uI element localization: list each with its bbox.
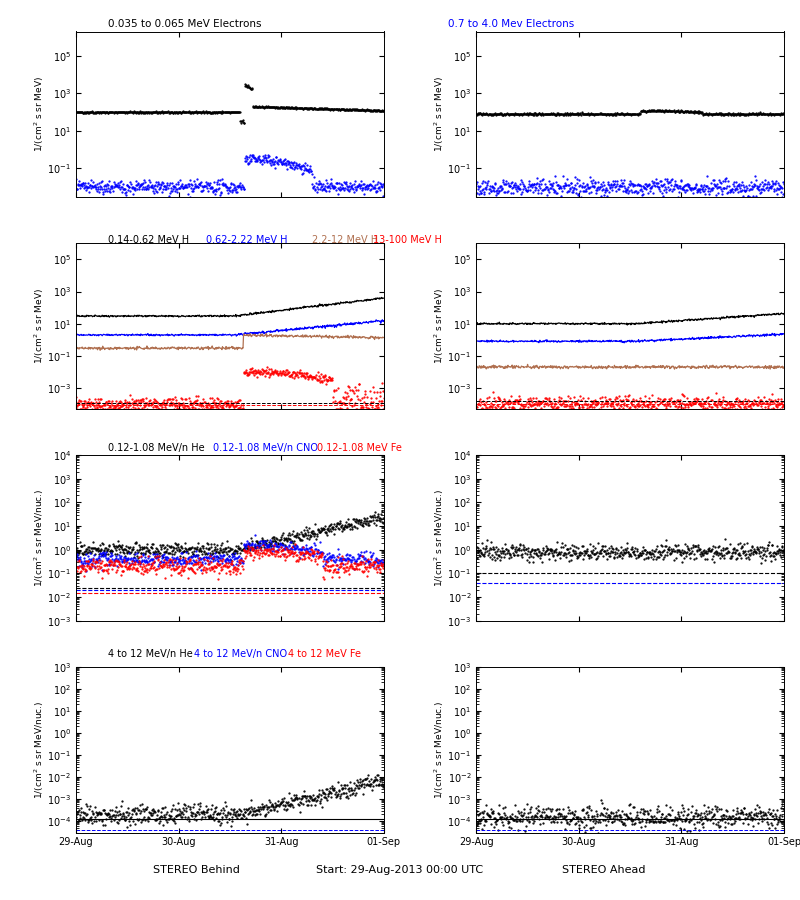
Text: 4 to 12 MeV/n CNO: 4 to 12 MeV/n CNO	[194, 649, 287, 659]
Text: STEREO Behind: STEREO Behind	[153, 865, 239, 875]
Text: 4 to 12 MeV/n He: 4 to 12 MeV/n He	[108, 649, 193, 659]
Y-axis label: 1/(cm$^2$ s sr MeV): 1/(cm$^2$ s sr MeV)	[433, 76, 446, 152]
Text: 0.12-1.08 MeV Fe: 0.12-1.08 MeV Fe	[317, 443, 402, 453]
Text: 0.035 to 0.065 MeV Electrons: 0.035 to 0.065 MeV Electrons	[108, 19, 262, 29]
Y-axis label: 1/(cm$^2$ s sr MeV/nuc.): 1/(cm$^2$ s sr MeV/nuc.)	[32, 489, 46, 587]
Text: 0.62-2.22 MeV H: 0.62-2.22 MeV H	[206, 235, 288, 245]
Text: 13-100 MeV H: 13-100 MeV H	[373, 235, 442, 245]
Text: 4 to 12 MeV Fe: 4 to 12 MeV Fe	[288, 649, 361, 659]
Y-axis label: 1/(cm$^2$ s sr MeV): 1/(cm$^2$ s sr MeV)	[433, 288, 446, 364]
Text: 0.12-1.08 MeV/n CNO: 0.12-1.08 MeV/n CNO	[213, 443, 318, 453]
Text: Start: 29-Aug-2013 00:00 UTC: Start: 29-Aug-2013 00:00 UTC	[317, 865, 483, 875]
Text: 2.2-12 MeV H: 2.2-12 MeV H	[312, 235, 378, 245]
Text: 0.12-1.08 MeV/n He: 0.12-1.08 MeV/n He	[108, 443, 205, 453]
Y-axis label: 1/(cm$^2$ s sr MeV/nuc.): 1/(cm$^2$ s sr MeV/nuc.)	[433, 489, 446, 587]
Text: 0.7 to 4.0 Mev Electrons: 0.7 to 4.0 Mev Electrons	[448, 19, 574, 29]
Y-axis label: 1/(cm$^2$ s sr MeV/nuc.): 1/(cm$^2$ s sr MeV/nuc.)	[32, 700, 46, 799]
Text: 0.14-0.62 MeV H: 0.14-0.62 MeV H	[108, 235, 189, 245]
Y-axis label: 1/(cm$^2$ s sr MeV): 1/(cm$^2$ s sr MeV)	[32, 288, 46, 364]
Y-axis label: 1/(cm$^2$ s sr MeV): 1/(cm$^2$ s sr MeV)	[33, 76, 46, 152]
Text: STEREO Ahead: STEREO Ahead	[562, 865, 646, 875]
Y-axis label: 1/(cm$^2$ s sr MeV/nuc.): 1/(cm$^2$ s sr MeV/nuc.)	[432, 700, 446, 799]
